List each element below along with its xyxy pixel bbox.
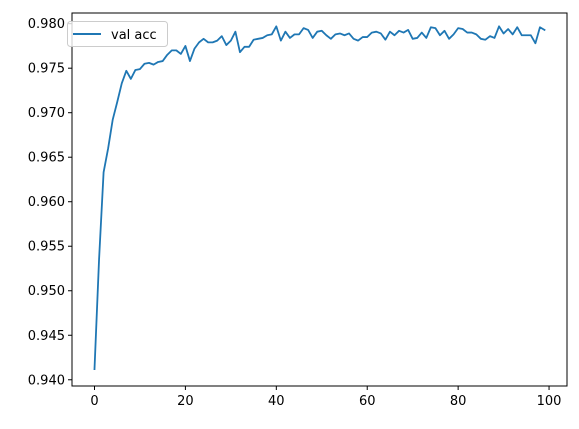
x-tick-label: 80	[450, 394, 467, 409]
series-layer	[93, 25, 546, 371]
y-tick-label: 0.955	[28, 240, 65, 255]
y-axis: 0.940 0.945 0.950 0.955 0.960 0.965 0.970 0.975…	[28, 17, 72, 388]
x-tick-label: 0	[90, 394, 98, 409]
x-tick-label: 60	[359, 394, 376, 409]
axes-frame	[71, 12, 568, 387]
x-tick-label: 40	[268, 394, 285, 409]
y-tick-label: 0.950	[28, 284, 65, 299]
y-tick-label: 0.975	[28, 62, 65, 77]
y-tick-label: 0.960	[28, 195, 65, 210]
x-tick-label: 20	[177, 394, 194, 409]
series-line	[93, 25, 546, 371]
y-tick-label: 0.980	[28, 17, 65, 32]
legend: val acc	[67, 21, 168, 47]
x-tick-label: 100	[537, 394, 562, 409]
y-tick-label: 0.945	[28, 329, 65, 344]
y-tick-label: 0.970	[28, 106, 65, 121]
y-tick-label: 0.940	[28, 373, 65, 388]
y-tick-label: 0.965	[28, 151, 65, 166]
x-axis: 0 20 40 60 80 100	[90, 386, 561, 409]
plot-area	[71, 12, 568, 387]
legend-label: val acc	[111, 28, 157, 43]
legend-box	[67, 21, 168, 47]
